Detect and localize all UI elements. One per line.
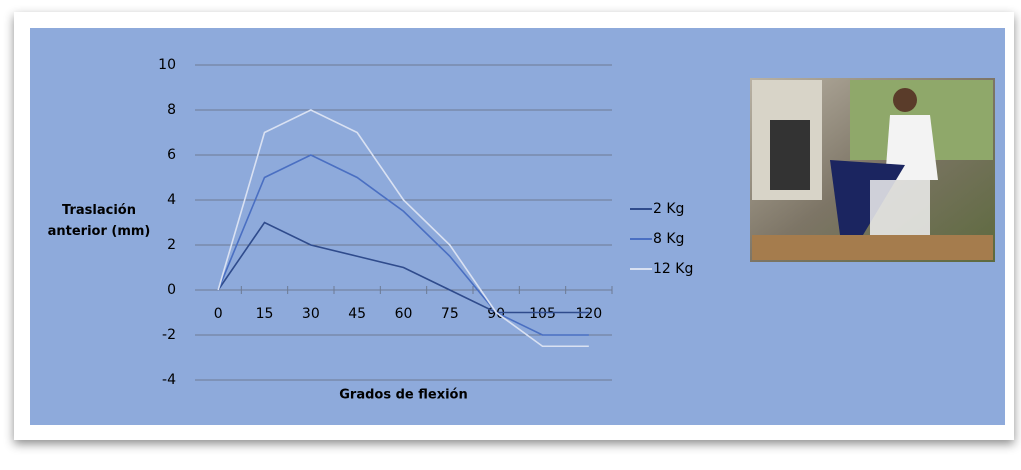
series-line	[217, 221, 589, 314]
y-tick-label: 8	[167, 102, 176, 118]
x-tick-label: 60	[395, 306, 413, 322]
x-axis-label: Grados de flexión	[339, 388, 467, 403]
y-tick-label: 2	[167, 237, 176, 253]
plot: -4 -2 0 2 4 6 8 10 0 15 30 45 60 75 90 105 120 Grados de …	[158, 57, 693, 403]
legend-label: 12 Kg	[653, 261, 693, 277]
x-tick-label: 90	[487, 306, 505, 322]
y-axis-label: Traslación anterior (mm)	[47, 203, 151, 239]
legend-label: 2 Kg	[653, 201, 684, 217]
series-line	[217, 154, 589, 336]
y-tick-label: 4	[167, 192, 176, 208]
x-tick-label: 0	[214, 306, 223, 322]
photo	[750, 78, 995, 262]
y-tick-label: 6	[167, 147, 176, 163]
x-tick-label: 105	[529, 306, 556, 322]
x-tick-label: 30	[302, 306, 320, 322]
y-tick-label: 0	[167, 282, 176, 298]
x-tick-label: 45	[348, 306, 366, 322]
legend-label: 8 Kg	[653, 231, 684, 247]
y-tick-label: -4	[162, 372, 176, 388]
y-tick-label: -2	[162, 327, 176, 343]
x-tick-label: 75	[441, 306, 459, 322]
series-line	[217, 109, 589, 348]
y-tick-label: 10	[158, 57, 176, 73]
x-tick-label: 15	[256, 306, 274, 322]
x-tick-label: 120	[575, 306, 602, 322]
